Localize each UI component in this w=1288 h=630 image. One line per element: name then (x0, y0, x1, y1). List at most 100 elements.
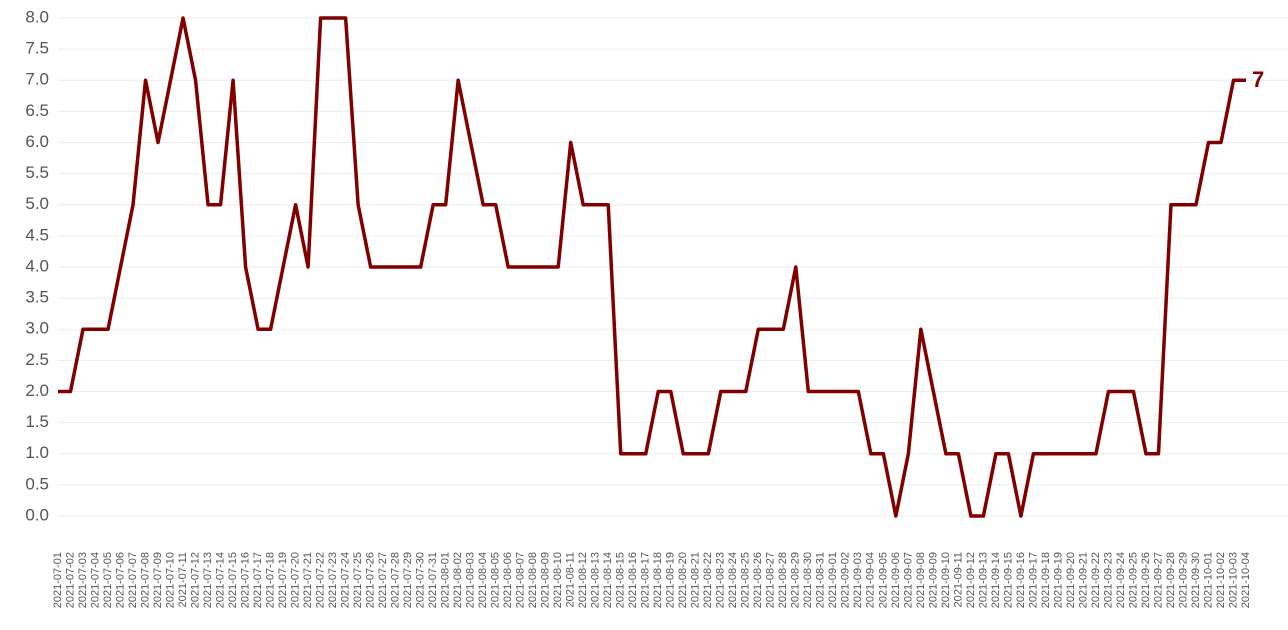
x-tick-label: 2021-07-02 (64, 552, 76, 608)
x-tick-label: 2021-07-18 (264, 552, 276, 608)
line (58, 16, 1246, 518)
x-tick-label: 2021-09-09 (927, 552, 939, 608)
x-tick-label: 2021-09-05 (877, 552, 889, 608)
y-tick-label: 1.0 (25, 443, 49, 462)
x-tick-label: 2021-07-04 (89, 552, 101, 608)
x-tick-label: 2021-07-20 (290, 552, 302, 608)
x-tick-label: 2021-08-12 (577, 552, 589, 608)
x-tick-label: 2021-10-04 (1240, 552, 1252, 608)
y-tick-label: 7.0 (25, 70, 49, 89)
y-tick-label: 2.0 (25, 381, 49, 400)
x-tick-label: 2021-09-22 (1090, 552, 1102, 608)
x-tick-label: 2021-08-28 (777, 552, 789, 608)
x-tick-label: 2021-08-18 (652, 552, 664, 608)
x-tick-label: 2021-07-26 (365, 552, 377, 608)
x-tick-label: 2021-09-30 (1190, 552, 1202, 608)
x-tick-label: 2021-07-29 (402, 552, 414, 608)
y-tick-label: 6.5 (25, 101, 49, 120)
x-tick-label: 2021-09-03 (852, 552, 864, 608)
x-tick-label: 2021-09-06 (890, 552, 902, 608)
x-tick-label: 2021-09-16 (1015, 552, 1027, 608)
x-tick-label: 2021-08-14 (602, 552, 614, 608)
x-tick-label: 2021-08-01 (440, 552, 452, 608)
x-tick-label: 2021-08-13 (590, 552, 602, 608)
x-tick-label: 2021-08-16 (627, 552, 639, 608)
x-tick-label: 2021-07-21 (302, 552, 314, 608)
x-tick-label: 2021-09-28 (1165, 552, 1177, 608)
y-tick-label: 0.5 (25, 474, 49, 493)
x-tick-label: 2021-10-03 (1227, 552, 1239, 608)
x-tick-label: 2021-09-17 (1027, 552, 1039, 608)
x-tick-label: 2021-07-25 (352, 552, 364, 608)
x-tick-label: 2021-09-20 (1065, 552, 1077, 608)
y-tick-label: 8.0 (25, 7, 49, 26)
x-tick-label: 2021-08-10 (552, 552, 564, 608)
x-tick-label: 2021-08-07 (515, 552, 527, 608)
x-tick-label: 2021-09-23 (1102, 552, 1114, 608)
x-tick-label: 2021-09-08 (915, 552, 927, 608)
y-tick-label: 0.0 (25, 505, 49, 524)
x-tick-label: 2021-08-26 (752, 552, 764, 608)
x-tick-label: 2021-09-26 (1140, 552, 1152, 608)
x-tick-label: 2021-07-05 (102, 552, 114, 608)
x-tick-label: 2021-07-17 (252, 552, 264, 608)
x-tick-label: 2021-07-27 (377, 552, 389, 608)
x-tick-label: 2021-07-13 (202, 552, 214, 608)
x-tick-label: 2021-09-12 (965, 552, 977, 608)
x-tick-label: 2021-10-01 (1202, 552, 1214, 608)
x-tick-label: 2021-07-24 (340, 552, 352, 608)
x-tick-label: 2021-08-30 (802, 552, 814, 608)
x-tick-label: 2021-07-31 (427, 552, 439, 608)
x-tick-label: 2021-07-06 (114, 552, 126, 608)
x-tick-label: 2021-07-19 (277, 552, 289, 608)
x-tick-label: 2021-08-15 (615, 552, 627, 608)
x-tick-label: 2021-07-08 (139, 552, 151, 608)
end-label: 7 (1252, 67, 1264, 92)
x-tick-label: 2021-09-15 (1002, 552, 1014, 608)
x-tick-label: 2021-09-21 (1077, 552, 1089, 608)
x-tick-label: 2021-07-22 (315, 552, 327, 608)
x-tick-label: 2021-09-19 (1052, 552, 1064, 608)
y-tick-label: 1.5 (25, 412, 49, 431)
x-tick-label: 2021-08-31 (815, 552, 827, 608)
x-tick-label: 2021-07-01 (52, 552, 64, 608)
x-tick-label: 2021-08-17 (640, 552, 652, 608)
x-tick-label: 2021-09-10 (940, 552, 952, 608)
x-tick-label: 2021-07-03 (77, 552, 89, 608)
x-tick-label: 2021-08-11 (565, 552, 577, 607)
y-tick-label: 5.5 (25, 163, 49, 182)
y-tick-label: 5.0 (25, 194, 49, 213)
y-tick-label: 6.0 (25, 132, 49, 151)
x-tick-label: 2021-09-24 (1115, 552, 1127, 608)
y-tick-label: 4.0 (25, 256, 49, 275)
y-tick-label: 7.5 (25, 39, 49, 58)
x-tick-label: 2021-09-29 (1177, 552, 1189, 608)
x-tick-label: 2021-07-30 (415, 552, 427, 608)
x-tick-label: 2021-09-01 (827, 552, 839, 608)
x-tick-label: 2021-07-10 (164, 552, 176, 608)
x-tick-label: 2021-08-05 (490, 552, 502, 608)
y-tick-label: 3.5 (25, 288, 49, 307)
x-tick-label: 2021-07-07 (127, 552, 139, 608)
x-tick-label: 2021-08-24 (727, 552, 739, 608)
x-tick-label: 2021-09-18 (1040, 552, 1052, 608)
x-tick-label: 2021-09-02 (840, 552, 852, 608)
x-tick-label: 2021-09-11 (952, 552, 964, 607)
x-tick-label: 2021-08-25 (740, 552, 752, 608)
x-tick-label: 2021-09-27 (1152, 552, 1164, 608)
x-tick-label: 2021-08-09 (540, 552, 552, 608)
x-tick-label: 2021-08-27 (765, 552, 777, 608)
x-tick-label: 2021-09-07 (902, 552, 914, 608)
x-tick-label: 2021-09-13 (977, 552, 989, 608)
x-tick-label: 2021-08-21 (690, 552, 702, 608)
x-tick-label: 2021-08-04 (477, 552, 489, 608)
x-tick-label: 2021-07-28 (390, 552, 402, 608)
x-tick-label: 2021-07-15 (227, 552, 239, 608)
x-tick-label: 2021-08-23 (715, 552, 727, 608)
x-tick-label: 2021-08-03 (465, 552, 477, 608)
x-tick-label: 2021-08-02 (452, 552, 464, 608)
x-tick-label: 2021-08-22 (702, 552, 714, 608)
y-tick-label: 4.5 (25, 225, 49, 244)
